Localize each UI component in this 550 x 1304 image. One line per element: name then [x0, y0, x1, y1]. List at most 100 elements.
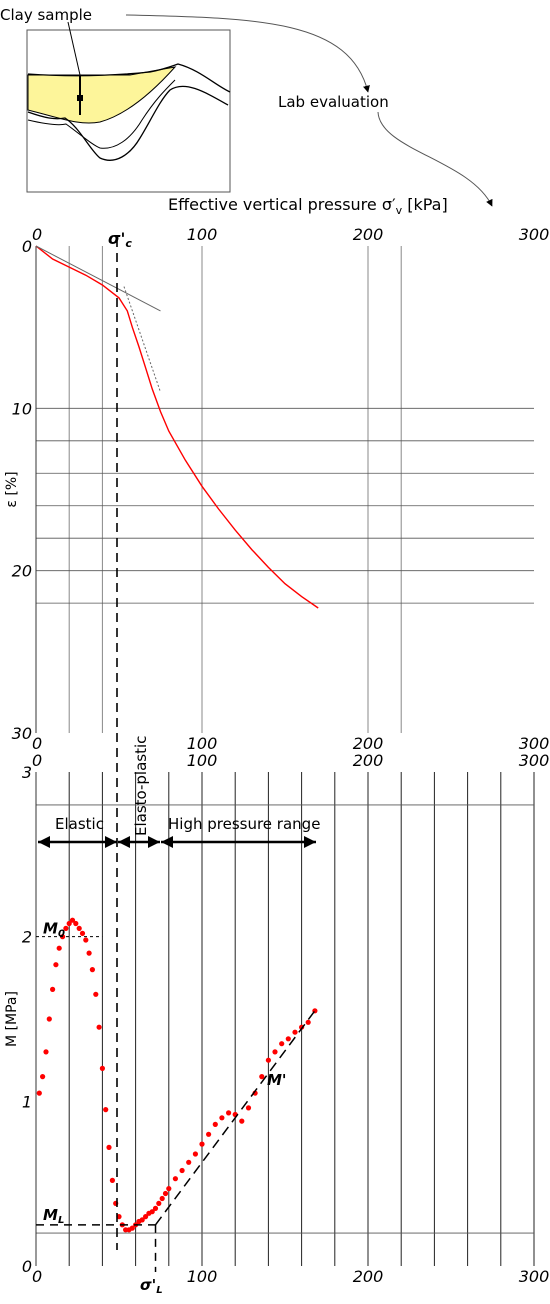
modulus-point	[159, 1195, 165, 1202]
modulus-point	[53, 962, 59, 968]
modulus-point	[265, 1057, 271, 1063]
modulus-point	[292, 1029, 298, 1035]
x-tick-label-bottom: 0	[32, 734, 42, 753]
modulus-point	[99, 1065, 105, 1071]
modulus-point	[162, 1190, 169, 1197]
modulus-point	[166, 1186, 172, 1192]
y-tick-label: 0	[22, 237, 32, 256]
modulus-point	[199, 1141, 205, 1147]
modulus-point	[305, 1019, 311, 1025]
modulus-point	[79, 930, 86, 937]
modulus-point	[43, 1049, 49, 1055]
modulus-point	[76, 925, 82, 932]
modulus-point	[279, 1041, 285, 1047]
modulus-point	[89, 967, 95, 973]
modulus-point	[285, 1036, 291, 1042]
elasto-plastic-label: Elasto-plastic	[132, 736, 150, 836]
x-tick-label-top: 200	[353, 751, 384, 770]
modulus-point	[179, 1167, 185, 1174]
x-tick-label-bottom: 100	[187, 734, 218, 753]
modulus-point	[83, 937, 89, 943]
high-pressure-label: High pressure range	[168, 815, 320, 833]
sample-leader	[67, 21, 81, 76]
modulus-point	[86, 950, 92, 956]
modulus-point	[46, 1016, 52, 1022]
y-tick-label: 30	[12, 724, 32, 743]
modulus-point	[239, 1118, 245, 1124]
modulus-point	[192, 1151, 198, 1157]
x-tick-label-top: 100	[187, 225, 218, 244]
x-tick-label-bottom: 300	[519, 1267, 550, 1286]
modulus-point	[206, 1131, 212, 1137]
modulus-point	[245, 1105, 252, 1111]
x-tick-label-bottom: 200	[353, 734, 384, 753]
sigma-L-label: σ'L	[140, 1276, 163, 1296]
region-arrows: Elastic Elasto-plastic High pressure ran…	[38, 736, 320, 848]
x-tick-label-bottom: 100	[187, 1267, 218, 1286]
sigma-c-label: σ'c	[108, 229, 132, 250]
clay-sample-label: Clay sample	[0, 6, 92, 24]
modulus-point	[152, 1205, 159, 1211]
strain-curve	[35, 245, 319, 609]
modulus-point	[149, 1209, 155, 1215]
modulus-point	[103, 1107, 109, 1113]
x-tick-label-bottom: 200	[353, 1267, 384, 1286]
y-axis-label: ε [%]	[4, 471, 20, 507]
x-tick-label-top: 0	[32, 225, 42, 244]
M-prime-label: M'	[267, 1071, 287, 1089]
y-tick-label: 0	[22, 1257, 32, 1276]
M-prime-line	[154, 1010, 316, 1226]
y-tick-label: 20	[12, 562, 32, 581]
modulus-point	[63, 925, 69, 932]
bedrock-line	[27, 85, 229, 161]
y-tick-label: 1	[22, 1092, 32, 1111]
modulus-point	[69, 917, 76, 923]
x-tick-label-top: 0	[32, 751, 42, 770]
clay-sample-sketch: Clay sample Lab evaluation Effective ver…	[0, 6, 493, 217]
modulus-point	[219, 1115, 225, 1121]
modulus-point	[139, 1217, 145, 1223]
clay-layer	[27, 66, 177, 124]
plastic-tangent-line	[123, 286, 161, 393]
arrow-to-lab	[125, 14, 370, 93]
modulus-point	[50, 986, 56, 993]
y-tick-label: 10	[12, 399, 32, 418]
elastic-tangent-line	[35, 245, 161, 312]
ground-surface	[27, 63, 231, 93]
y-tick-label: 2	[22, 928, 32, 947]
modulus-point	[36, 1090, 42, 1096]
axis-title: Effective vertical pressure σ′v [kPa]	[168, 195, 448, 217]
M0-label: M0	[43, 920, 65, 940]
modulus-point	[66, 920, 72, 927]
modulus-point	[73, 920, 79, 927]
soil-boundary	[27, 79, 176, 149]
modulus-point	[93, 991, 99, 997]
modulus-point	[143, 1214, 149, 1220]
x-tick-label-top: 300	[519, 751, 550, 770]
ML-label: ML	[43, 1206, 64, 1226]
x-tick-label-top: 100	[187, 751, 218, 770]
x-tick-label-bottom: 300	[519, 734, 550, 753]
y-tick-label: 3	[22, 763, 32, 782]
modulus-point	[40, 1074, 46, 1080]
x-tick-label-top: 300	[519, 225, 550, 244]
modulus-point	[106, 1144, 112, 1150]
modulus-point	[129, 1225, 135, 1231]
x-tick-label-top: 200	[353, 225, 384, 244]
modulus-point	[226, 1110, 232, 1116]
lab-evaluation-label: Lab evaluation	[278, 93, 389, 111]
modulus-point	[96, 1024, 102, 1030]
modulus-point	[212, 1121, 218, 1127]
x-tick-label-bottom: 0	[32, 1267, 42, 1286]
modulus-point	[172, 1176, 178, 1182]
modulus-point	[259, 1074, 265, 1080]
modulus-point	[272, 1049, 278, 1055]
sample-marker	[77, 95, 83, 101]
y-axis-label: M [MPa]	[4, 991, 20, 1047]
elastic-label: Elastic	[55, 815, 104, 833]
modulus-point	[186, 1159, 192, 1165]
modulus-point	[56, 945, 62, 951]
